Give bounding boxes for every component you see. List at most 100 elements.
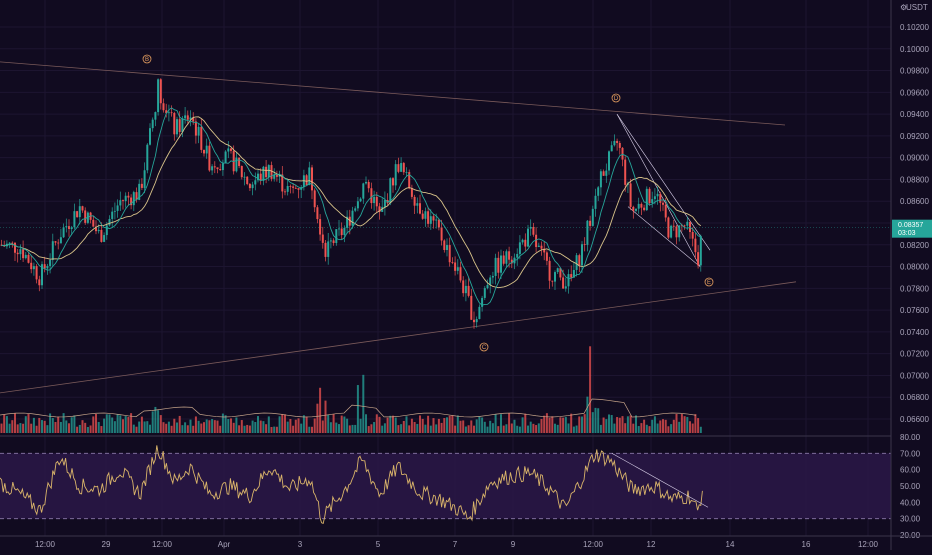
volume-bar [554,423,556,433]
volume-bar [227,419,230,433]
rsi-panel[interactable] [0,435,891,525]
candle-body [572,269,575,278]
candle-body [521,239,524,243]
candle-body [662,202,664,205]
wave-label-c: C [479,342,489,352]
candle-body [159,79,162,104]
candle-body [672,225,675,227]
volume-bar [464,426,467,433]
volume-bar [562,417,565,433]
volume-bar [375,414,378,433]
volume-bar [81,420,84,433]
candle-body [489,277,492,285]
candle-body [408,172,411,189]
volume-bar [570,413,573,433]
candle-body [41,264,43,286]
candle-body [259,173,262,181]
candle-body [308,167,311,186]
candle-body [656,193,659,197]
candle-body [302,175,305,188]
volume-bar [181,425,184,433]
volume-bar [140,416,143,433]
volume-bar [308,426,311,433]
candle-body [567,274,570,287]
volume-bar [386,417,389,433]
candle-body [427,211,430,224]
volume-bar [354,424,357,433]
volume-bar [246,424,249,433]
volume-bar [491,423,494,433]
candle-body [373,196,376,204]
volume-bar [362,374,365,433]
volume-bar [89,425,92,433]
candle-body [86,212,89,223]
currency-gear-icon[interactable]: ⚙ [900,3,907,12]
volume-bar [483,421,486,433]
volume-bar [194,416,197,433]
candle-body [205,145,208,154]
candle-body [243,176,246,178]
candle-body [375,196,378,207]
volume-bar [235,417,238,433]
volume-bar [19,423,22,433]
volume-bar [189,419,192,433]
volume-ma-line [0,398,697,418]
price-axis[interactable]: 0.10200 0.10000 0.09800 0.09600 0.09400 0.092… [900,23,929,424]
volume-bar [43,420,46,433]
volume-bar [637,426,640,433]
volume-bar [545,413,548,433]
wave-label-b: B [142,54,152,64]
volume-bar [564,416,567,433]
candle-body [84,210,87,223]
volume-bar [478,416,481,433]
candle-body [46,265,49,269]
time-tick-label: 7 [453,540,458,549]
candle-body [605,170,608,176]
volume-bar [516,425,519,433]
candle-body [367,181,370,189]
candle-body [267,165,270,178]
candle-body [113,210,116,212]
volume-bar [68,423,70,433]
candle-body [689,221,691,232]
candle-body [197,126,200,136]
candle-body [502,255,505,264]
volume-bar [59,421,62,433]
candle-body [370,188,373,204]
volume-bar [73,415,76,433]
volume-bar [459,420,462,433]
time-axis[interactable]: 12:00 29 12:00 Apr 3 5 7 9 12:00 12 14 16 12:00 [35,540,879,549]
candle-body [556,268,559,273]
volume-bar [591,412,594,433]
volume-bar [408,425,411,433]
volume-bar [581,416,583,433]
volume-bar [54,421,57,433]
volume-bar [359,418,362,433]
time-tick-label: 16 [802,540,811,549]
volume-bar [470,420,473,433]
candle-body [446,245,448,250]
candle-body [127,195,130,198]
volume-bar [332,414,335,433]
candle-body [510,259,513,264]
volume-bar [254,421,257,433]
volume-bar [78,424,81,433]
candle-body [651,199,654,204]
candle-body [419,203,421,214]
volume-bar [305,416,308,433]
candle-body [481,297,484,307]
volume-bar [0,423,3,433]
upper-trendline [0,61,786,126]
volume-bar [486,426,489,433]
volume-bar [167,421,170,433]
candle-body [54,241,57,243]
price-tick-label: 0.06800 [900,393,929,402]
volume-bar [556,424,559,433]
volume-bar [27,414,30,433]
price-tick-label: 0.07200 [900,350,929,359]
candle-body [119,200,122,206]
candles[interactable] [0,78,702,329]
candle-body [340,228,343,236]
